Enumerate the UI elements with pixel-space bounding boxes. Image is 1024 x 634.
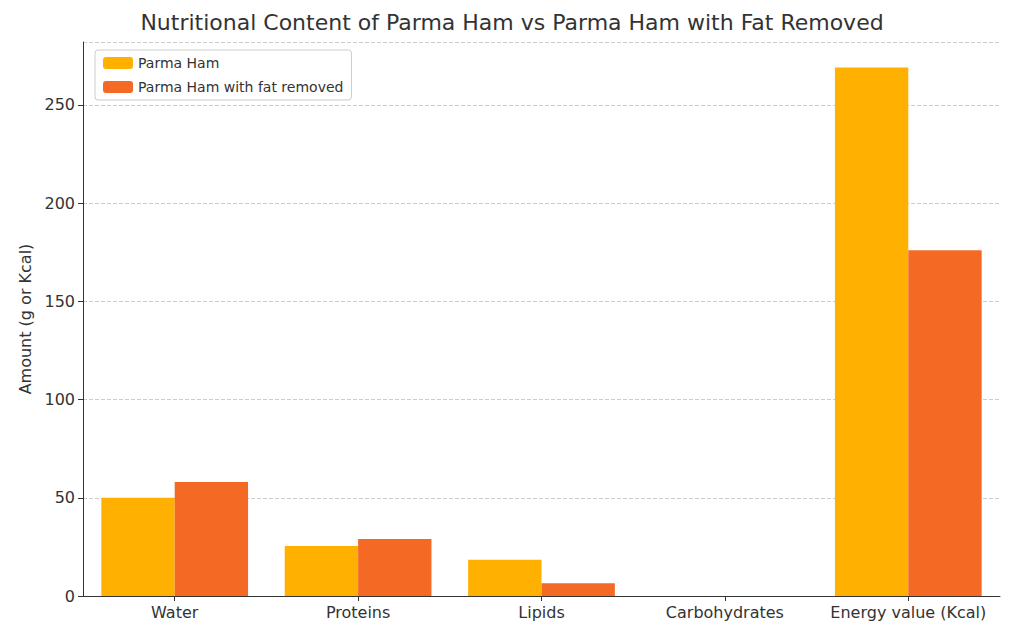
svg-text:50: 50 <box>55 488 75 507</box>
svg-text:Carbohydrates: Carbohydrates <box>666 603 784 622</box>
svg-text:Water: Water <box>151 603 199 622</box>
svg-text:Lipids: Lipids <box>518 603 564 622</box>
svg-text:Energy value (Kcal): Energy value (Kcal) <box>830 603 986 622</box>
svg-text:0: 0 <box>65 587 75 606</box>
svg-text:Amount (g or Kcal): Amount (g or Kcal) <box>16 244 35 395</box>
svg-text:150: 150 <box>44 292 75 311</box>
svg-text:Nutritional Content of Parma H: Nutritional Content of Parma Ham vs Parm… <box>140 10 883 35</box>
svg-text:Proteins: Proteins <box>326 603 390 622</box>
svg-text:100: 100 <box>44 390 75 409</box>
svg-text:Parma Ham: Parma Ham <box>138 55 219 71</box>
svg-text:250: 250 <box>44 95 75 114</box>
svg-text:Parma Ham with fat removed: Parma Ham with fat removed <box>138 79 343 95</box>
svg-text:200: 200 <box>44 194 75 213</box>
